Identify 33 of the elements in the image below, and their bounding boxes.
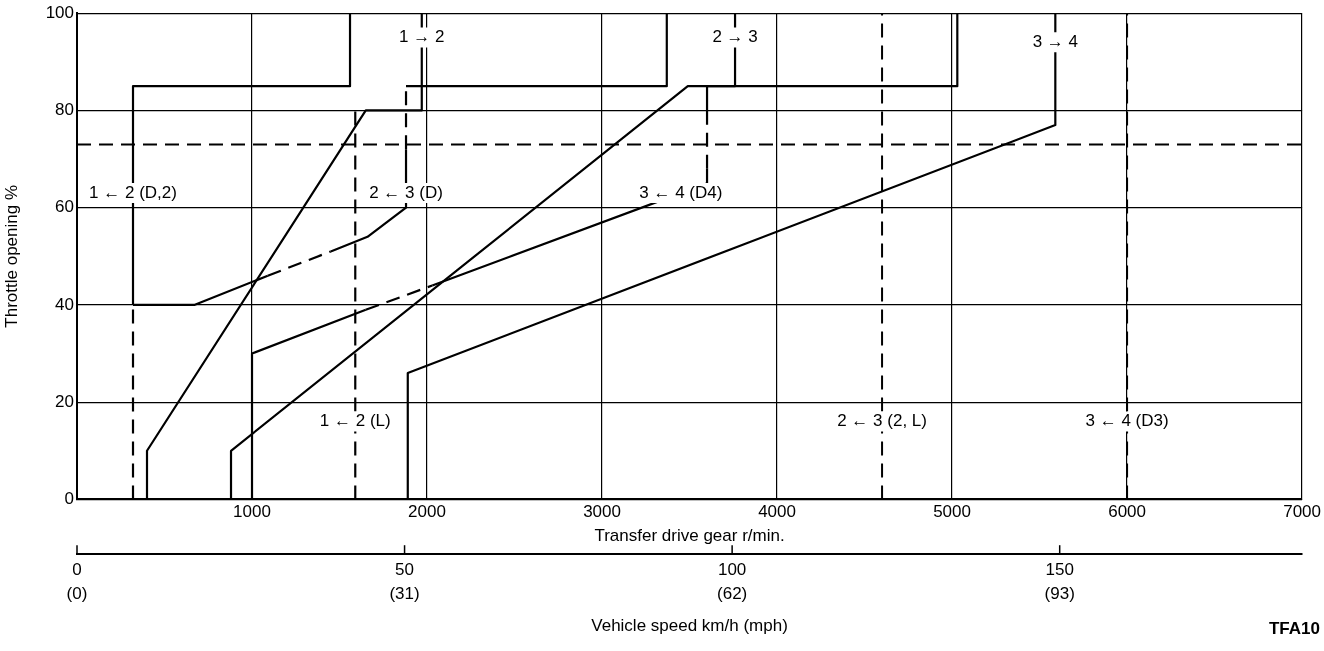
y-tick-label: 80	[55, 100, 74, 120]
annotation: 2 ← 3 (2, L)	[837, 411, 927, 431]
x2-tick-label: 50	[395, 560, 415, 580]
x-tick-label: 3000	[583, 502, 621, 522]
x-tick-label: 2000	[408, 502, 446, 522]
annotation: 3 ← 4 (D3)	[1085, 411, 1169, 431]
x-tick-label: 4000	[758, 502, 796, 522]
annotation: 1 ← 2 (L)	[319, 411, 391, 431]
y-tick-label: 40	[55, 294, 74, 314]
x-tick-label: 7000	[1283, 502, 1321, 522]
x-tick-label: 5000	[933, 502, 971, 522]
x2-tick-label: 100	[717, 560, 747, 580]
y-axis-title: Throttle opening %	[1, 184, 21, 328]
annotation: 3 ← 4 (D4)	[639, 182, 723, 202]
x-tick-label: 1000	[233, 502, 271, 522]
x2-axis-title: Vehicle speed km/h (mph)	[591, 616, 788, 636]
x-axis-title: Transfer drive gear r/min.	[594, 525, 785, 545]
text: (31)	[389, 583, 420, 603]
x-tick-label: 6000	[1108, 502, 1146, 522]
annotation: 2 ← 3 (D)	[369, 182, 443, 202]
annotation: 1 → 2	[399, 27, 445, 47]
text: (62)	[717, 583, 748, 603]
annotation: 1 ← 2 (D,2)	[89, 182, 177, 202]
y-tick-label: 0	[64, 489, 74, 509]
y-tick-label: 100	[45, 2, 74, 22]
text: (93)	[1044, 583, 1075, 603]
y-tick-label: 60	[55, 197, 74, 217]
text: (0)	[66, 583, 88, 603]
annotation: 3 → 4	[1032, 32, 1078, 52]
x2-tick-label: 150	[1045, 560, 1074, 580]
text: TFA10	[1268, 618, 1320, 638]
y-tick-label: 20	[55, 391, 74, 411]
annotation: 2 → 3	[712, 27, 758, 47]
